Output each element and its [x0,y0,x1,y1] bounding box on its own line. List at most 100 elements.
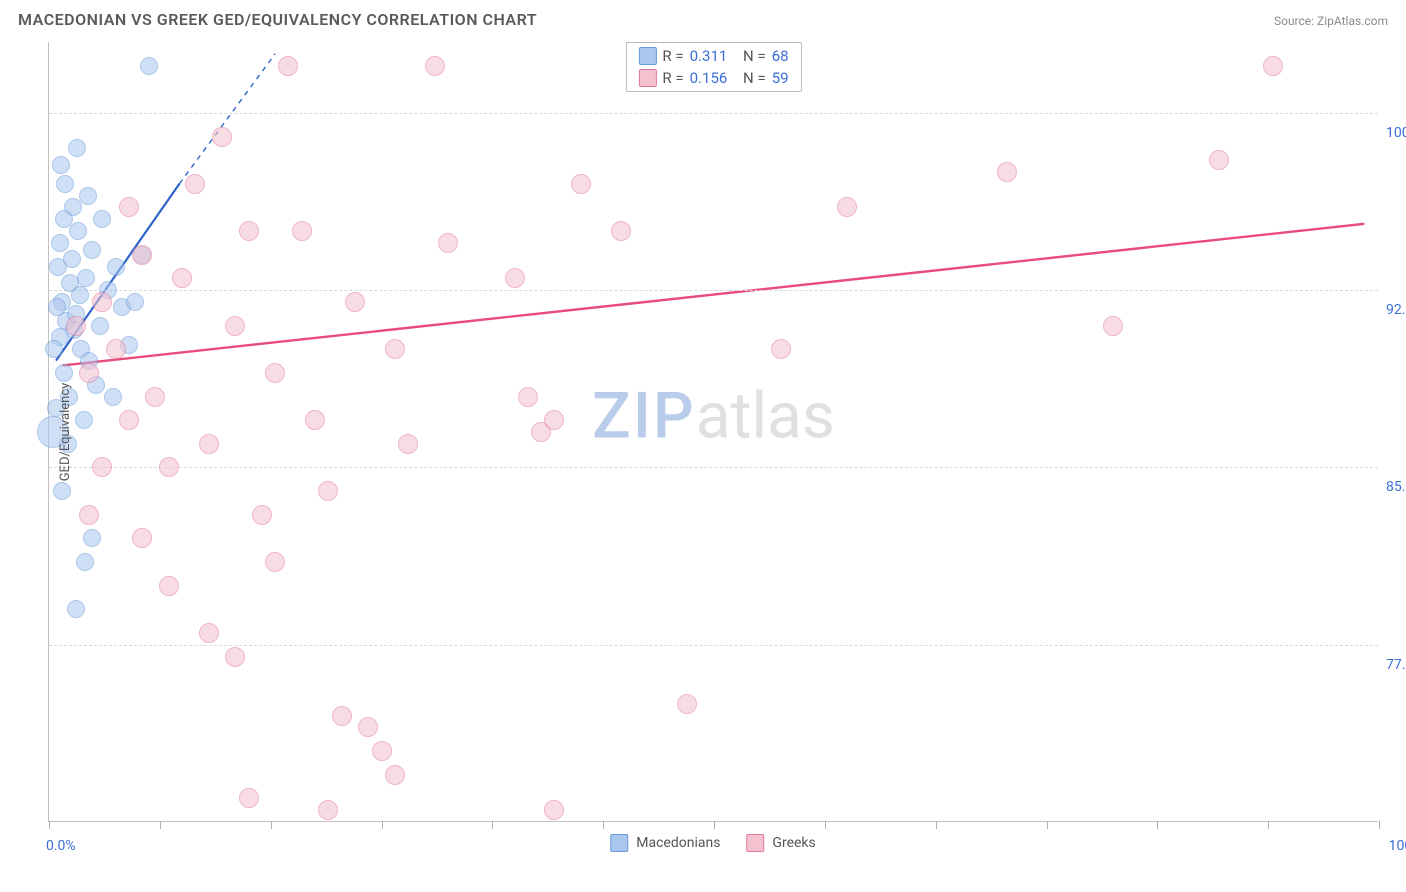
data-point [159,576,179,596]
data-point [771,339,791,359]
data-point [92,457,112,477]
data-point [76,553,94,571]
data-point [265,552,285,572]
data-point [305,410,325,430]
chart-area: ZIPatlas R = 0.311 N = 68 R = 0.156 N = … [48,42,1378,822]
x-tick [1268,821,1269,829]
data-point [55,210,73,228]
x-axis-max-label: 100.0% [1389,838,1406,854]
x-axis-min-label: 0.0% [46,838,76,854]
data-point [145,387,165,407]
data-point [505,268,525,288]
legend-item-series1: Macedonians [610,834,720,852]
x-tick [271,821,272,829]
data-point [837,197,857,217]
data-point [79,505,99,525]
legend-label-1: Macedonians [636,835,720,851]
data-point [372,741,392,761]
data-point [398,434,418,454]
swatch-series2 [638,69,656,87]
data-point [172,268,192,288]
x-tick [382,821,383,829]
n-value-2: 59 [772,69,789,87]
trend-lines [49,42,1378,821]
data-point [79,363,99,383]
x-tick [492,821,493,829]
data-point [132,245,152,265]
data-point [199,623,219,643]
data-point [252,505,272,525]
y-tick-label: 92.5% [1386,302,1406,318]
gridline [49,113,1378,114]
data-point [83,241,101,259]
y-axis-title: GED/Equivalency [58,383,73,482]
data-point [212,127,232,147]
data-point [75,411,93,429]
r-label-1: R = [662,47,683,65]
data-point [79,187,97,205]
data-point [225,316,245,336]
gridline [49,290,1378,291]
data-point [318,800,338,820]
data-point [83,529,101,547]
stats-row-series1: R = 0.311 N = 68 [626,45,800,67]
x-tick [160,821,161,829]
data-point [239,788,259,808]
data-point [92,292,112,312]
data-point [91,317,109,335]
plot-region: ZIPatlas R = 0.311 N = 68 R = 0.156 N = … [48,42,1378,822]
series-legend: Macedonians Greeks [610,834,816,852]
n-label-2: N = [743,69,766,87]
legend-swatch-2 [746,834,764,852]
data-point [438,233,458,253]
data-point [185,174,205,194]
data-point [159,457,179,477]
x-tick [49,821,50,829]
data-point [544,800,564,820]
legend-label-2: Greeks [772,835,815,851]
data-point [48,298,66,316]
data-point [119,410,139,430]
data-point [53,482,71,500]
data-point [93,210,111,228]
n-value-1: 68 [772,47,789,65]
data-point [67,600,85,618]
data-point [126,293,144,311]
swatch-series1 [638,47,656,65]
data-point [52,156,70,174]
data-point [1263,56,1283,76]
data-point [119,197,139,217]
data-point [66,316,86,336]
r-value-2: 0.156 [690,69,728,87]
x-tick [825,821,826,829]
data-point [677,694,697,714]
data-point [345,292,365,312]
data-point [997,162,1017,182]
stats-legend: R = 0.311 N = 68 R = 0.156 N = 59 [625,42,801,92]
data-point [104,388,122,406]
data-point [385,765,405,785]
r-value-1: 0.311 [690,47,728,65]
chart-title: MACEDONIAN VS GREEK GED/EQUIVALENCY CORR… [18,10,537,29]
stats-row-series2: R = 0.156 N = 59 [626,67,800,89]
data-point [77,269,95,287]
data-point [106,339,126,359]
data-point [63,250,81,268]
data-point [265,363,285,383]
y-tick-label: 77.5% [1386,657,1406,673]
data-point [69,222,87,240]
x-tick [1047,821,1048,829]
data-point [1209,150,1229,170]
x-tick [1379,821,1380,829]
data-point [132,528,152,548]
x-tick [1157,821,1158,829]
x-tick [603,821,604,829]
data-point [518,387,538,407]
data-point [225,647,245,667]
gridline [49,645,1378,646]
data-point [199,434,219,454]
data-point [332,706,352,726]
data-point [239,221,259,241]
data-point [68,139,86,157]
data-point [318,481,338,501]
